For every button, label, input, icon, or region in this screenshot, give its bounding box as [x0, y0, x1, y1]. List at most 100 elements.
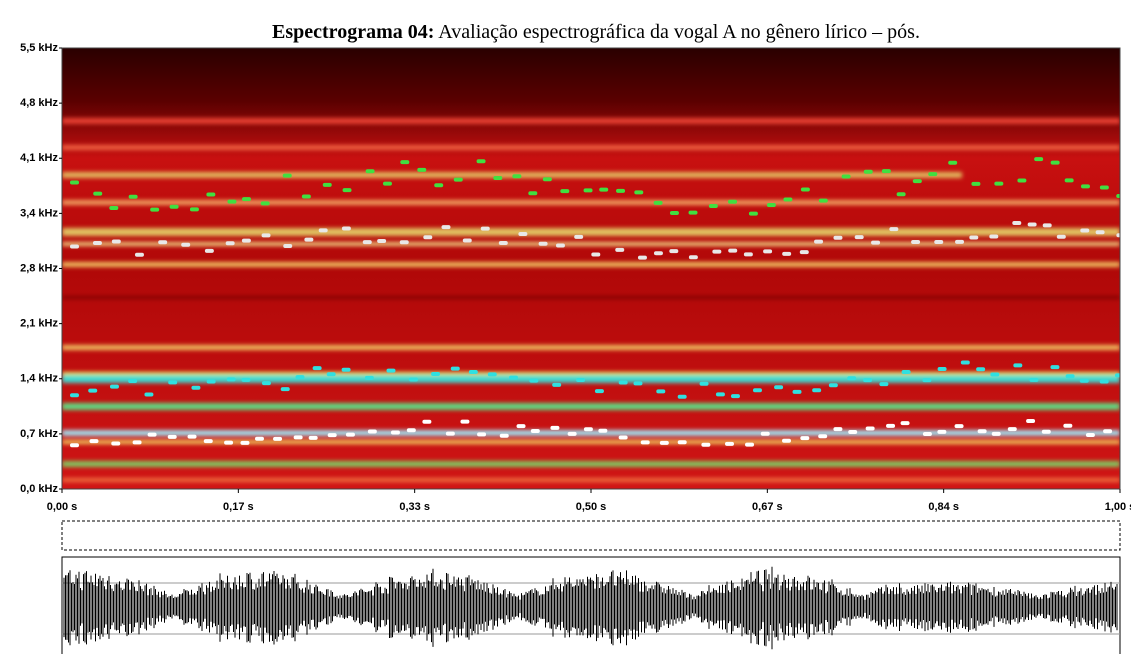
formant-dot — [273, 436, 283, 441]
formant-dot — [295, 375, 305, 380]
formant-dot — [409, 377, 419, 382]
formant-dot — [911, 240, 921, 245]
formant-dot — [498, 240, 508, 245]
formant-dot — [669, 249, 679, 254]
formant-dot — [476, 159, 486, 164]
formant-dot — [431, 371, 441, 376]
formant-dot — [1042, 223, 1052, 228]
formant-dot — [144, 392, 154, 397]
formant-dot — [227, 199, 237, 204]
formant-dot — [879, 382, 889, 387]
formant-dot — [169, 204, 179, 209]
formant-dot — [989, 234, 999, 239]
y-tick-label: 4,1 kHz — [20, 152, 58, 164]
formant-dot — [1116, 233, 1120, 238]
formant-dot — [799, 250, 809, 255]
formant-dot — [365, 169, 375, 174]
formant-dot — [763, 249, 773, 254]
formant-dot — [254, 436, 264, 441]
formant-dot — [224, 440, 234, 445]
y-tick-label: 2,8 kHz — [20, 262, 58, 274]
formant-dot — [583, 188, 593, 193]
formant-dot — [1027, 222, 1037, 227]
formant-dot — [450, 366, 460, 371]
formant-dot — [367, 429, 377, 434]
formant-dot — [774, 385, 784, 390]
formant-dot — [241, 197, 251, 202]
formant-dot — [70, 244, 79, 249]
formant-dot — [417, 167, 427, 172]
formant-dot — [345, 432, 355, 437]
formant-dot — [699, 381, 709, 386]
formant-dot — [1079, 378, 1089, 383]
formant-dot — [322, 182, 332, 187]
formant-dot — [282, 173, 292, 178]
formant-dot — [937, 429, 947, 434]
formant-dot — [1034, 157, 1044, 162]
formant-dot — [701, 442, 711, 447]
selection-box — [61, 520, 1121, 551]
formant-dot — [634, 190, 644, 195]
formant-dot — [382, 181, 392, 186]
formant-dot — [362, 240, 372, 245]
formant-dot — [792, 389, 802, 394]
formant-dot — [1029, 377, 1039, 382]
formant-dot — [848, 429, 858, 434]
formant-dot — [969, 235, 979, 240]
formant-dot — [766, 203, 776, 208]
formant-dot — [677, 394, 687, 399]
formant-dot — [167, 434, 177, 439]
formant-dot — [865, 426, 875, 431]
formant-dot — [528, 191, 538, 196]
formant-dot — [241, 377, 251, 382]
chart-title: Espectrograma 04: Avaliação espectrográf… — [272, 21, 920, 43]
formant-dot — [552, 382, 562, 387]
formant-dot — [189, 207, 199, 212]
formant-dot — [828, 383, 838, 388]
formant-dot — [301, 194, 311, 199]
formant-dot — [111, 441, 121, 446]
formant-dot — [550, 425, 560, 430]
formant-dot — [748, 211, 758, 216]
formant-dot — [327, 433, 337, 438]
formant-dot — [922, 432, 932, 437]
formant-dot — [93, 191, 103, 196]
x-tick-label: 0,67 s — [752, 501, 783, 513]
formant-dot — [928, 172, 938, 177]
formant-dot — [206, 379, 216, 384]
formant-dot — [886, 423, 896, 428]
formant-dot — [487, 372, 497, 377]
formant-dot — [241, 238, 251, 243]
formant-dot — [308, 435, 318, 440]
formant-dot — [576, 377, 586, 382]
title-label: Espectrograma 04: — [272, 21, 434, 43]
formant-dot — [912, 179, 922, 184]
formant-dot — [555, 243, 565, 248]
formant-dot — [901, 370, 911, 375]
formant-dot — [728, 248, 738, 253]
formant-dot — [560, 189, 570, 194]
formant-dot — [574, 234, 584, 239]
title-text: Avaliação espectrográfica da vogal A no … — [438, 21, 920, 43]
formant-dot — [948, 160, 958, 165]
formant-dot — [399, 240, 409, 245]
formant-dot — [615, 247, 625, 252]
formant-dot — [1114, 373, 1120, 378]
formant-dot — [225, 241, 235, 246]
formant-dot — [616, 188, 626, 193]
x-tick-label: 1,00 s — [1105, 501, 1131, 513]
formant-dot — [954, 424, 964, 429]
formant-dot — [841, 174, 851, 179]
formant-dot — [1116, 194, 1120, 199]
formant-dot — [477, 432, 487, 437]
formant-dot — [1013, 363, 1023, 368]
formant-dot — [976, 367, 986, 372]
formant-dot — [538, 241, 548, 246]
formant-dot — [364, 375, 374, 380]
waveform — [63, 566, 1118, 650]
formant-dot — [318, 228, 328, 233]
formant-dot — [542, 177, 552, 182]
formant-dot — [745, 442, 755, 447]
formant-dot — [1012, 221, 1022, 226]
spectrogram-background — [62, 48, 1120, 489]
